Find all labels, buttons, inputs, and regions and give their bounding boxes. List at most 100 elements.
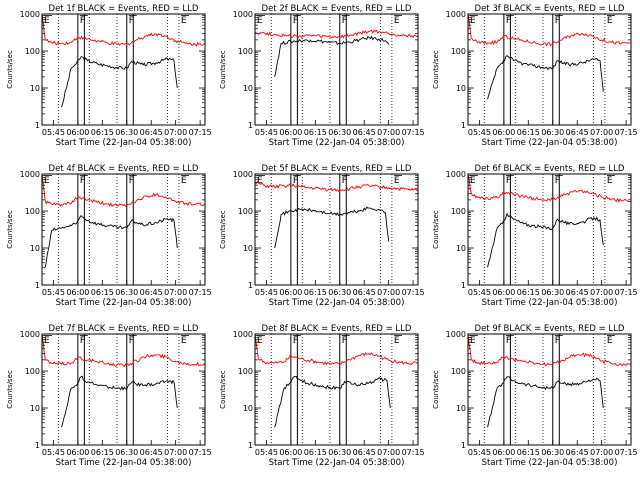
chart-title: Det 5f BLACK = Events, RED = LLD <box>262 164 412 174</box>
x-tick-label: 06:15 <box>304 288 327 297</box>
chart-title: Det 8f BLACK = Events, RED = LLD <box>262 324 412 334</box>
y-tick-label: 1 <box>35 121 40 130</box>
segment-marker: E <box>257 176 263 186</box>
x-tick-label: 07:00 <box>590 448 613 457</box>
segment-marker: E <box>44 16 50 26</box>
x-tick-label: 06:30 <box>541 448 564 457</box>
y-tick-label: 1000 <box>20 170 40 179</box>
x-tick-label: 07:15 <box>189 288 212 297</box>
y-axis-label: Counts/sec <box>6 210 14 249</box>
x-tick-label: 06:15 <box>517 288 540 297</box>
x-tick-label: 06:30 <box>541 288 564 297</box>
series-line-lld <box>254 29 419 39</box>
plot-frame <box>41 173 206 286</box>
segment-marker: F <box>293 336 298 346</box>
x-tick-label: 06:30 <box>541 128 564 137</box>
x-tick-label: 06:00 <box>279 128 302 137</box>
segment-marker: F <box>555 176 560 186</box>
chart-title: Det 9f BLACK = Events, RED = LLD <box>475 324 625 334</box>
x-tick-label: 05:45 <box>42 448 65 457</box>
series-line-lld <box>467 13 632 47</box>
segment-marker: F <box>342 176 347 186</box>
y-axis: 1 10 100 1000 <box>233 170 418 290</box>
x-tick-label: 07:00 <box>590 128 613 137</box>
x-tick-label: 06:45 <box>566 448 589 457</box>
segment-marker: E <box>181 16 187 26</box>
y-axis-label: Counts/sec <box>219 370 227 409</box>
segment-marker: F <box>342 336 347 346</box>
y-tick-label: 1000 <box>446 330 466 339</box>
segment-marker: F <box>80 176 85 186</box>
series-line-events <box>487 212 604 268</box>
series-line-events <box>274 35 390 78</box>
plot-frame <box>467 333 632 446</box>
plot-frame <box>254 13 419 126</box>
x-tick-label: 06:00 <box>279 288 302 297</box>
y-axis-label: Counts/sec <box>219 50 227 89</box>
segment-marker: F <box>80 336 85 346</box>
y-axis-label: Counts/sec <box>219 210 227 249</box>
y-axis: 1 10 100 1000 <box>233 330 418 450</box>
chart-title: Det 6f BLACK = Events, RED = LLD <box>475 164 625 174</box>
segment-marker: E <box>44 336 50 346</box>
x-tick-label: 06:30 <box>328 128 351 137</box>
chart-title: Det 1f BLACK = Events, RED = LLD <box>49 4 199 14</box>
y-tick-label: 1 <box>248 121 253 130</box>
chart-title: Det 7f BLACK = Events, RED = LLD <box>49 324 199 334</box>
segment-marker: E <box>470 16 476 26</box>
y-tick-label: 100 <box>238 367 253 376</box>
x-tick-label: 07:15 <box>402 448 425 457</box>
segment-marker: E <box>607 176 613 186</box>
plot-frame <box>254 173 419 286</box>
x-tick-label: 06:00 <box>492 448 515 457</box>
x-tick-label: 06:00 <box>66 448 89 457</box>
segment-marker: F <box>129 336 134 346</box>
segment-marker: E <box>257 336 263 346</box>
plot-frame <box>467 173 632 286</box>
vertical-lines <box>270 334 393 445</box>
y-tick-label: 1000 <box>446 10 466 19</box>
y-tick-label: 10 <box>243 404 253 413</box>
x-axis: 05:45 06:00 06:15 06:30 06:45 07:00 07:15 <box>468 280 638 297</box>
y-tick-label: 10 <box>456 244 466 253</box>
y-tick-label: 10 <box>456 404 466 413</box>
x-tick-label: 06:45 <box>140 288 163 297</box>
series-line-lld <box>467 173 631 204</box>
segment-marker: F <box>555 16 560 26</box>
x-tick-label: 06:45 <box>140 448 163 457</box>
x-tick-label: 06:30 <box>115 128 138 137</box>
x-tick-label: 07:00 <box>377 288 400 297</box>
vertical-lines <box>57 14 180 125</box>
segment-marker: E <box>44 176 50 186</box>
segment-marker: F <box>555 336 560 346</box>
x-tick-label: 05:45 <box>255 128 278 137</box>
segment-marker: F <box>129 176 134 186</box>
y-tick-label: 100 <box>451 207 466 216</box>
x-tick-label: 07:15 <box>189 448 212 457</box>
segment-marker: F <box>342 16 347 26</box>
x-tick-label: 07:00 <box>164 128 187 137</box>
segment-marker: F <box>80 16 85 26</box>
x-tick-label: 06:00 <box>66 288 89 297</box>
y-axis: 1 10 100 1000 <box>446 330 631 450</box>
x-axis-label: Start Time (22-Jan-04 05:38:00) <box>482 298 618 308</box>
x-tick-label: 05:45 <box>468 288 491 297</box>
x-tick-label: 06:30 <box>115 288 138 297</box>
segment-marker: E <box>394 336 400 346</box>
y-axis-label: Counts/sec <box>432 50 440 89</box>
series-line-events <box>487 55 604 100</box>
y-tick-label: 1000 <box>233 10 253 19</box>
x-tick-label: 06:15 <box>517 448 540 457</box>
x-tick-label: 07:00 <box>377 448 400 457</box>
x-axis-label: Start Time (22-Jan-04 05:38:00) <box>56 298 192 308</box>
plot-frame <box>41 333 206 446</box>
series-line-events <box>274 206 390 249</box>
y-tick-label: 1000 <box>20 330 40 339</box>
series-line-events <box>61 56 178 108</box>
